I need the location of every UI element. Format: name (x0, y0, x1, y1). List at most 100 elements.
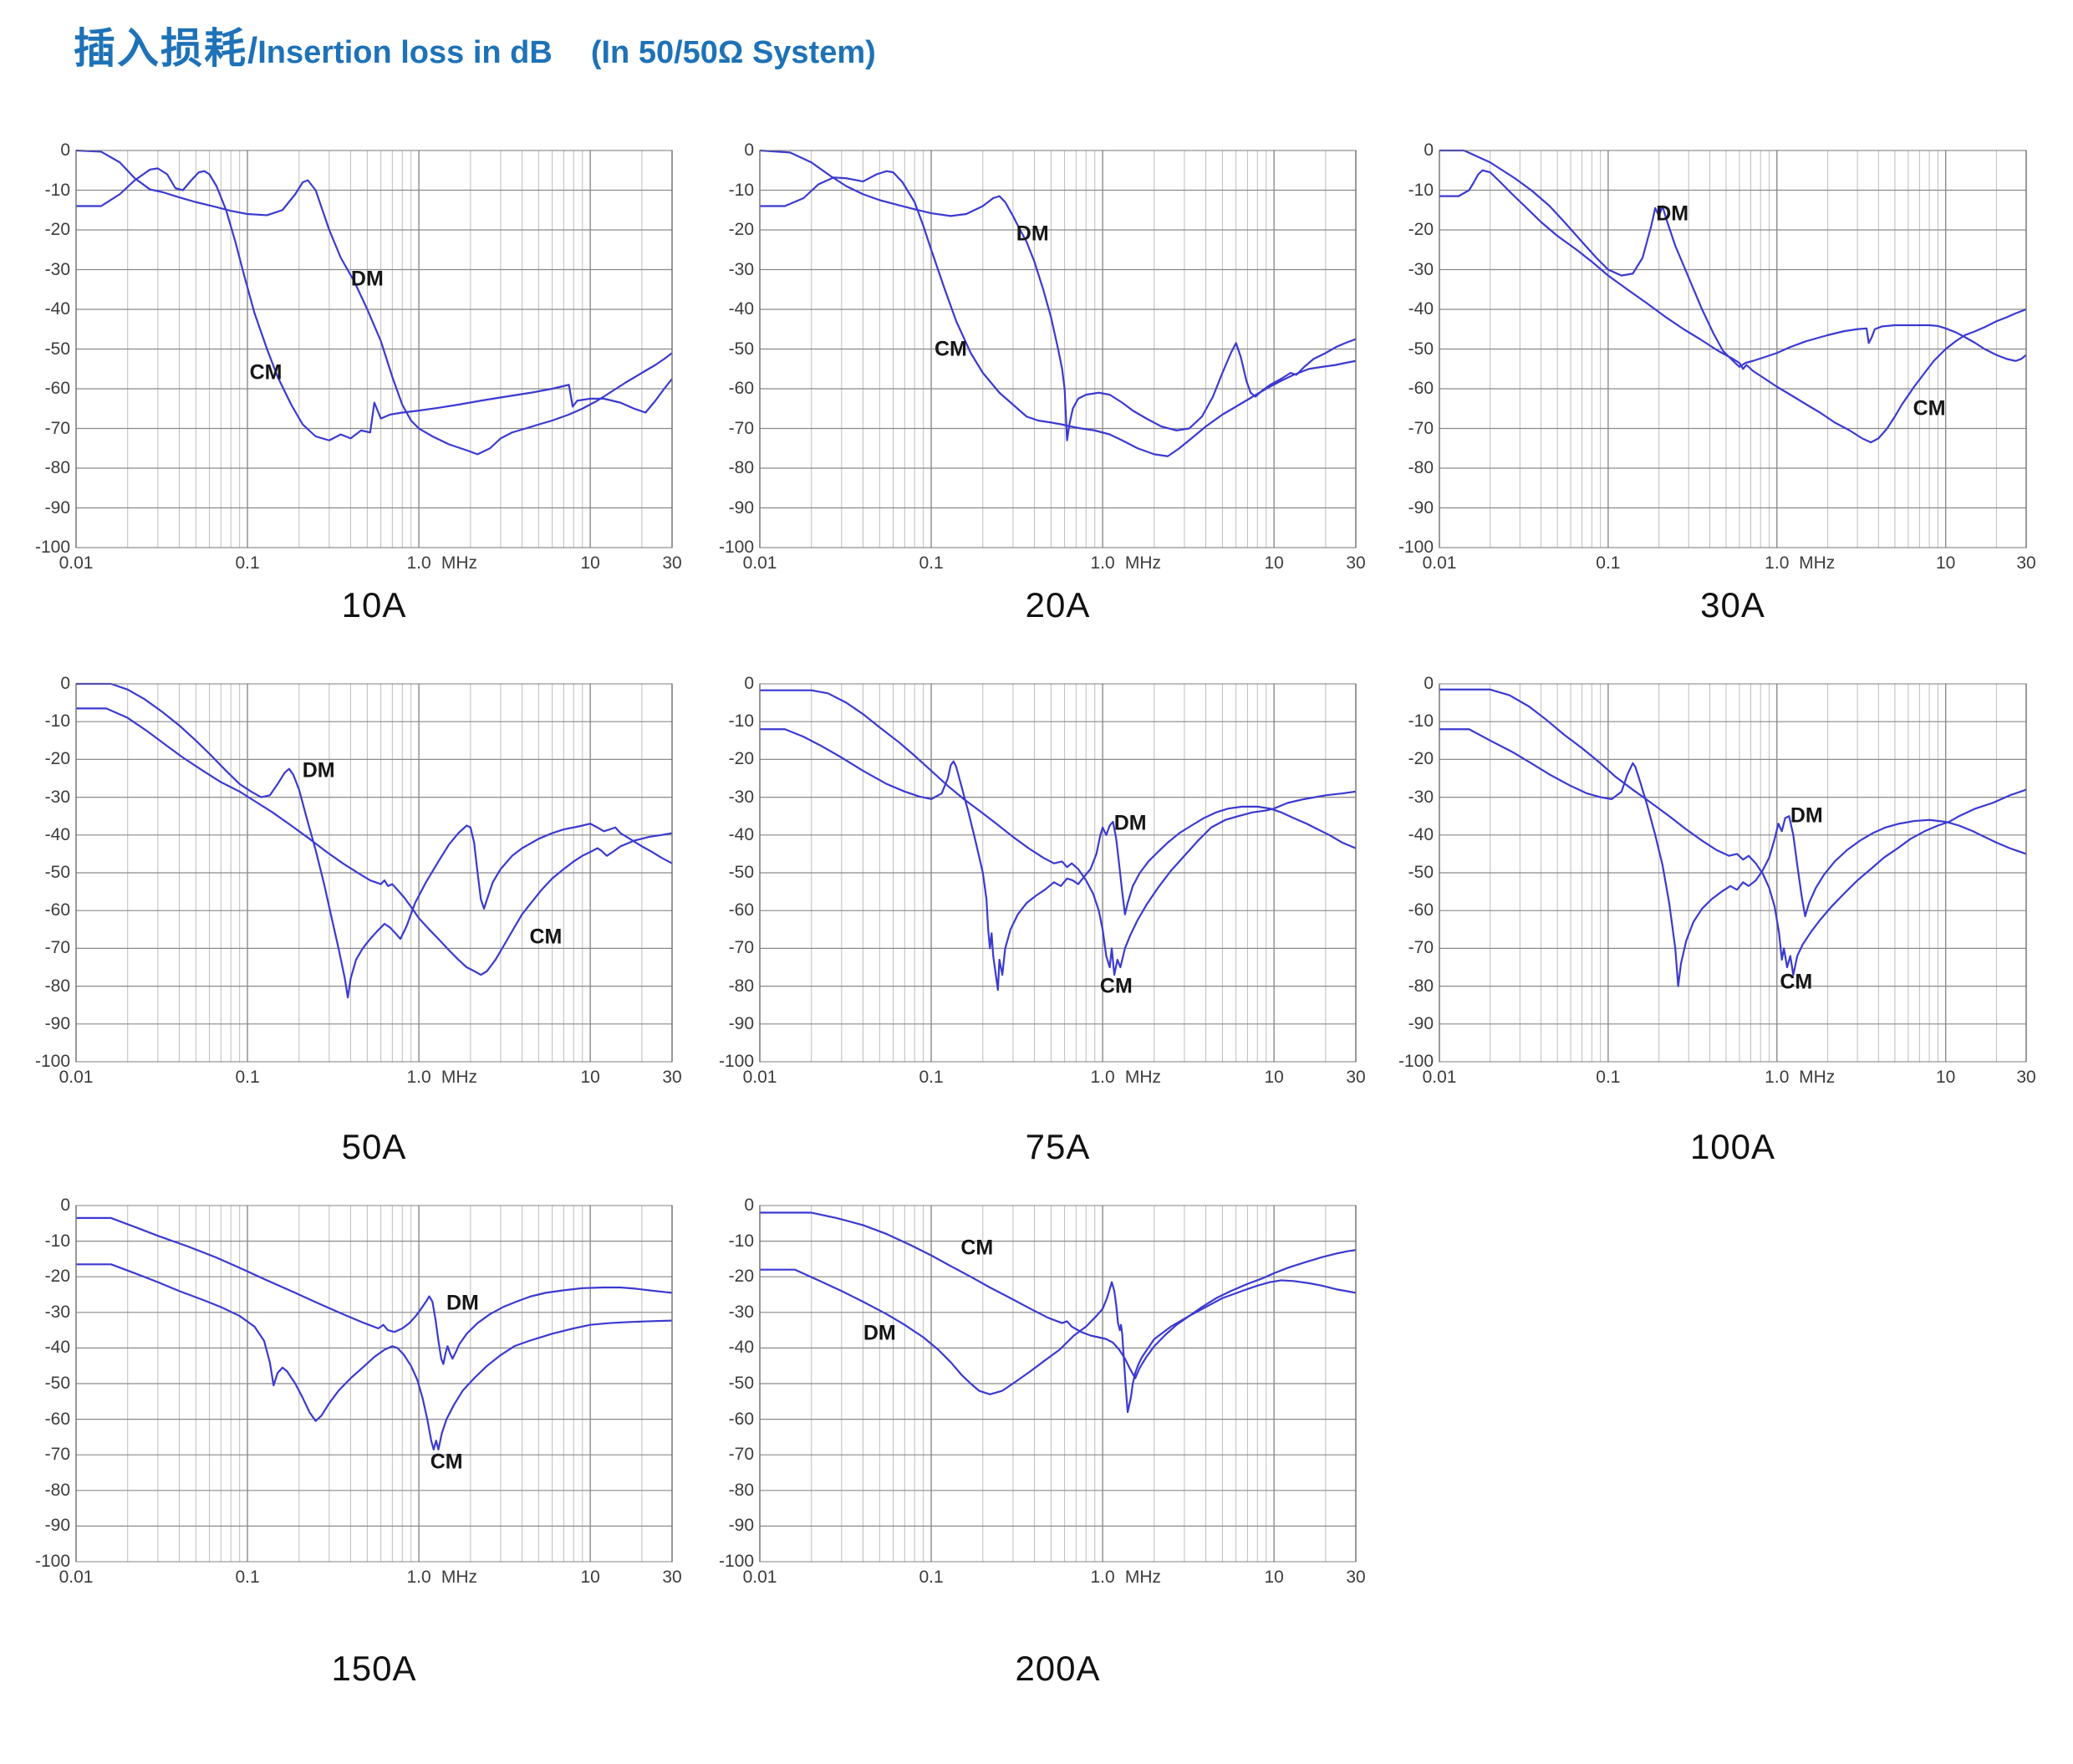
x-tick: 0.01 (742, 1068, 777, 1087)
x-tick: 0.1 (235, 1568, 260, 1587)
chart-panel-100A: CM DM 0 -10 -20 -30 -40 -50 -60 -70 -80 -90 -100 0.01… (1398, 674, 2036, 1087)
y-tick: -30 (44, 787, 70, 807)
chart-caption-200A: 200A (1015, 1649, 1101, 1688)
y-tick: -80 (44, 458, 70, 477)
series-label-dm: DM (863, 1321, 896, 1345)
series-label-cm: CM (934, 337, 967, 360)
x-tick: 30 (2016, 553, 2036, 573)
x-tick: 30 (662, 1068, 682, 1087)
insertion-loss-curves (76, 150, 672, 454)
y-tick: -70 (728, 418, 754, 438)
curve-cm-10A (76, 168, 672, 440)
curve-dm-200A (760, 1270, 1356, 1412)
x-tick: 1.0 (1090, 553, 1115, 573)
insertion-loss-curves (1439, 150, 2026, 442)
x-tick: 30 (1346, 1068, 1366, 1087)
x-tick: 10 (1935, 553, 1956, 573)
x-tick: 0.1 (919, 1568, 944, 1587)
y-tick: -20 (728, 220, 754, 239)
x-axis-unit: MHz (1799, 553, 1836, 573)
chart-caption-10A: 10A (341, 585, 407, 625)
y-tick: -30 (1408, 259, 1434, 279)
y-tick: -10 (728, 1231, 754, 1251)
x-tick: 0.01 (59, 553, 94, 573)
series-label-dm: DM (350, 267, 384, 291)
y-tick: -70 (728, 938, 754, 958)
x-tick: 0.1 (919, 1068, 944, 1087)
y-tick: -100 (34, 538, 70, 557)
x-tick: 30 (1346, 553, 1366, 573)
chart-panel-75A: CM DM 0 -10 -20 -30 -40 -50 -60 -70 -80 -90 -100 0.01… (719, 674, 1366, 1087)
y-tick: -20 (1408, 749, 1434, 769)
x-axis-unit: MHz (441, 1568, 477, 1587)
series-label-dm: DM (1656, 201, 1689, 226)
title-system-note: (In 50/50Ω System) (590, 35, 876, 70)
insertion-loss-curves (760, 1213, 1356, 1413)
plot-border (759, 683, 1357, 1063)
y-tick: -20 (44, 1267, 70, 1287)
title-chinese: 插入损耗 (74, 25, 247, 72)
series-label-cm: CM (249, 360, 283, 385)
curve-cm-30A (1439, 171, 2026, 442)
plot-area (759, 683, 1357, 1063)
chart-caption-100A: 100A (1689, 1127, 1776, 1166)
curve-dm-150A (76, 1218, 672, 1364)
y-tick: -90 (1408, 497, 1434, 517)
y-tick: -50 (1408, 863, 1434, 882)
plot-border (1439, 150, 2027, 548)
x-tick: 0.01 (59, 1568, 94, 1587)
insertion-loss-curves (760, 691, 1356, 990)
y-tick: -50 (728, 339, 754, 359)
x-tick: 10 (1264, 1568, 1284, 1587)
plot-area (759, 1205, 1357, 1563)
grid-major-lines (760, 684, 1356, 1062)
y-tick: -40 (44, 299, 70, 319)
y-tick: -40 (44, 1338, 70, 1358)
x-tick: 0.01 (742, 553, 777, 573)
y-tick: -100 (1398, 538, 1434, 557)
x-tick: 0.01 (59, 1068, 94, 1087)
plot-border (759, 150, 1357, 548)
y-tick: -80 (44, 976, 70, 996)
curve-cm-100A (1439, 690, 2026, 975)
y-tick: -90 (44, 1516, 70, 1536)
x-tick: 10 (580, 553, 600, 573)
y-tick: -100 (34, 1052, 70, 1071)
y-tick: -80 (1408, 976, 1434, 996)
y-tick: -40 (1408, 824, 1434, 844)
y-tick: 0 (60, 1196, 70, 1215)
grid-major-lines (76, 150, 672, 548)
x-tick: 1.0 (1765, 1068, 1790, 1087)
curve-cm-75A (760, 691, 1356, 975)
y-tick: -80 (728, 1480, 754, 1500)
y-tick: -40 (1408, 299, 1434, 319)
y-tick: -30 (728, 1302, 754, 1322)
y-tick: -50 (44, 339, 70, 359)
plot-area (75, 684, 673, 1063)
x-tick: 1.0 (406, 1068, 431, 1087)
y-tick: -10 (44, 1231, 70, 1251)
series-label-cm: CM (1913, 396, 1946, 421)
y-tick: 0 (1424, 140, 1434, 160)
x-tick: 0.1 (1596, 1068, 1621, 1087)
x-tick: 1.0 (1090, 1068, 1115, 1087)
y-tick: -10 (44, 180, 70, 200)
page-title: 插入损耗 / Insertion loss in dB (In 50/50Ω S… (74, 15, 876, 75)
y-tick: -70 (44, 938, 70, 958)
x-tick: 10 (580, 1068, 600, 1087)
chart-caption-150A: 150A (331, 1649, 417, 1688)
y-tick: -50 (44, 863, 70, 882)
chart-caption-50A: 50A (341, 1127, 407, 1166)
x-tick: 30 (662, 1568, 682, 1587)
y-tick: -40 (44, 824, 70, 844)
y-tick: -60 (728, 379, 754, 398)
y-tick: -30 (1408, 787, 1434, 807)
curve-dm-30A (1439, 150, 2026, 367)
y-tick: -50 (44, 1374, 70, 1393)
x-axis-unit: MHz (1124, 1568, 1161, 1587)
x-axis-unit: MHz (441, 553, 477, 573)
curve-dm-50A (76, 684, 672, 997)
title-english: Insertion loss in dB (257, 35, 553, 70)
series-label-cm: CM (960, 1236, 994, 1260)
x-tick: 0.1 (1596, 553, 1621, 573)
